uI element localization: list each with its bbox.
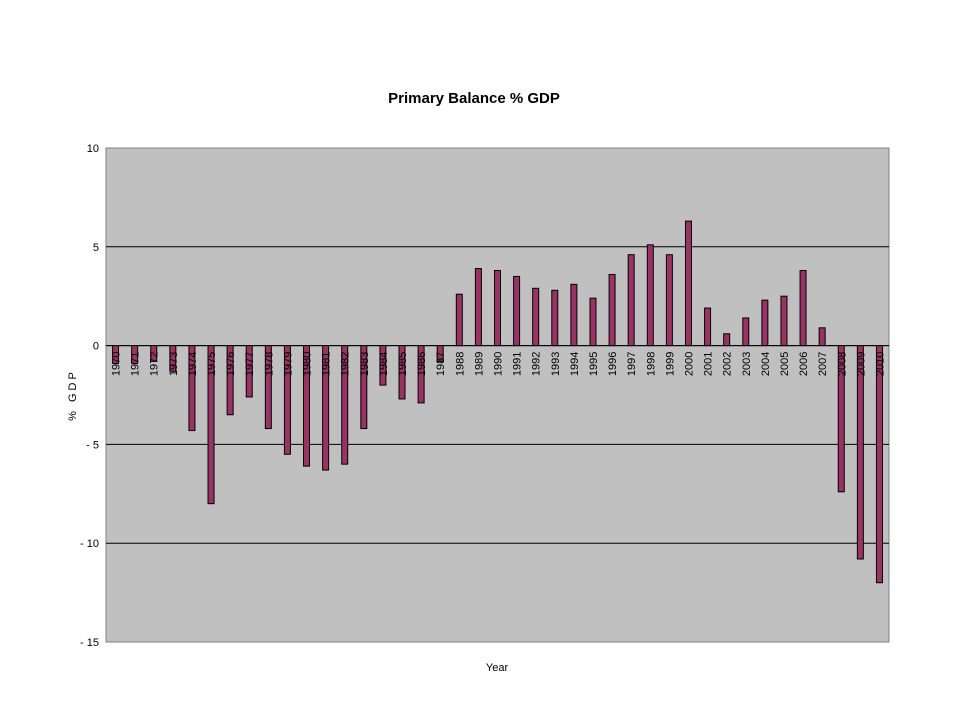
bar-1973 (169, 345, 177, 372)
bar-1993 (551, 289, 559, 347)
bar-1990 (494, 270, 501, 347)
bar-1970 (112, 345, 120, 364)
bar-1994 (570, 283, 578, 347)
plot-area (105, 147, 890, 643)
x-tick-label: 2008 (836, 352, 848, 376)
bar-1980 (303, 345, 311, 467)
x-tick-label: 1978 (263, 352, 275, 376)
bar-1995 (589, 297, 597, 347)
x-tick-label: 1977 (244, 352, 256, 376)
x-tick-label: 1979 (282, 352, 294, 376)
y-tick-label: - 5 (86, 439, 99, 451)
bar-2002 (723, 333, 731, 347)
bar-1978 (264, 345, 272, 430)
bar-1983 (360, 345, 368, 430)
x-tick-label: 1990 (493, 352, 505, 376)
bar-1998 (646, 244, 654, 347)
x-tick-label: 1974 (187, 352, 199, 376)
bar-2009 (856, 345, 864, 560)
bar-1991 (513, 275, 521, 347)
bar-2004 (761, 299, 769, 347)
x-tick-label: 2010 (874, 352, 886, 376)
x-tick-label: 1996 (607, 352, 619, 376)
x-tick-label: 1994 (569, 352, 581, 376)
bar-1981 (322, 345, 330, 471)
bar-1977 (245, 345, 253, 398)
bar-1985 (398, 345, 406, 400)
x-tick-label: 2007 (817, 352, 829, 376)
x-tick-label: 1999 (664, 352, 676, 376)
y-tick-label: 5 (93, 242, 99, 254)
x-tick-label: 1985 (397, 352, 409, 376)
x-tick-label: 2002 (722, 352, 734, 376)
chart-title: Primary Balance % GDP (388, 90, 560, 107)
x-tick-label: 1973 (168, 352, 180, 376)
y-axis-ticks: 10 5 0 - 5 - 10 - 15 (80, 143, 99, 649)
x-tick-label: 2003 (741, 352, 753, 376)
x-tick-label: 2004 (760, 352, 772, 376)
bar-1989 (474, 268, 482, 347)
x-tick-label: 2001 (703, 352, 715, 376)
bars (112, 220, 883, 584)
x-tick-label: 1995 (588, 352, 600, 376)
bar-2001 (704, 307, 712, 347)
x-tick-label: 1991 (512, 352, 524, 376)
x-tick-label: 1997 (626, 352, 638, 376)
bar-2010 (875, 345, 883, 584)
bar-1986 (417, 345, 425, 404)
bar-1988 (455, 293, 463, 347)
bar-1974 (188, 345, 196, 432)
y-axis-label: % GDP (67, 369, 79, 421)
bar-2000 (684, 220, 692, 347)
bar-1982 (341, 345, 349, 465)
y-tick-label: - 10 (80, 538, 99, 550)
x-tick-label: 1998 (645, 352, 657, 376)
x-tick-label: 1983 (359, 352, 371, 376)
x-tick-label: 1987 (435, 352, 447, 376)
x-tick-label: 1993 (550, 352, 562, 376)
bar-1996 (608, 273, 616, 347)
bar-1976 (226, 345, 234, 416)
x-tick-label: 1972 (149, 352, 161, 376)
bar-2007 (818, 327, 826, 347)
y-tick-label: 0 (93, 341, 99, 353)
x-tick-label: 2000 (683, 352, 695, 376)
bar-1984 (379, 345, 387, 386)
bar-1997 (627, 254, 635, 347)
x-tick-label: 1992 (531, 352, 543, 376)
x-tick-label: 1988 (454, 352, 466, 376)
x-tick-label: 1975 (206, 352, 218, 376)
x-tick-label: 1986 (416, 352, 428, 376)
bar-1987 (436, 345, 444, 362)
bar-1972 (150, 345, 158, 362)
x-tick-label: 1970 (111, 352, 123, 376)
x-tick-label: 1980 (302, 352, 314, 376)
x-tick-label: 2006 (798, 352, 810, 376)
x-tick-label: 1989 (473, 352, 485, 376)
bar-1979 (283, 345, 291, 455)
y-tick-label: - 15 (80, 637, 99, 649)
bar-2006 (799, 270, 807, 347)
bar-2005 (780, 295, 788, 347)
y-tick-label: 10 (87, 143, 99, 155)
x-axis-ticks: 1970 1971 1972 1973 1974 1975 1976 1977 1978 1979… (111, 352, 887, 376)
bar-1999 (665, 254, 673, 347)
bar-1992 (532, 287, 540, 347)
x-tick-label: 1981 (321, 352, 333, 376)
bar-2003 (742, 317, 750, 347)
x-tick-label: 2009 (855, 352, 867, 376)
x-tick-label: 2005 (779, 352, 791, 376)
x-axis-label: Year (486, 662, 509, 674)
x-tick-label: 1976 (225, 352, 237, 376)
x-tick-label: 1984 (378, 352, 390, 376)
bar-1971 (131, 345, 139, 364)
bar-2008 (837, 345, 845, 493)
x-tick-label: 1982 (340, 352, 352, 376)
bar-1975 (207, 345, 215, 505)
x-tick-label: 1971 (130, 352, 142, 376)
